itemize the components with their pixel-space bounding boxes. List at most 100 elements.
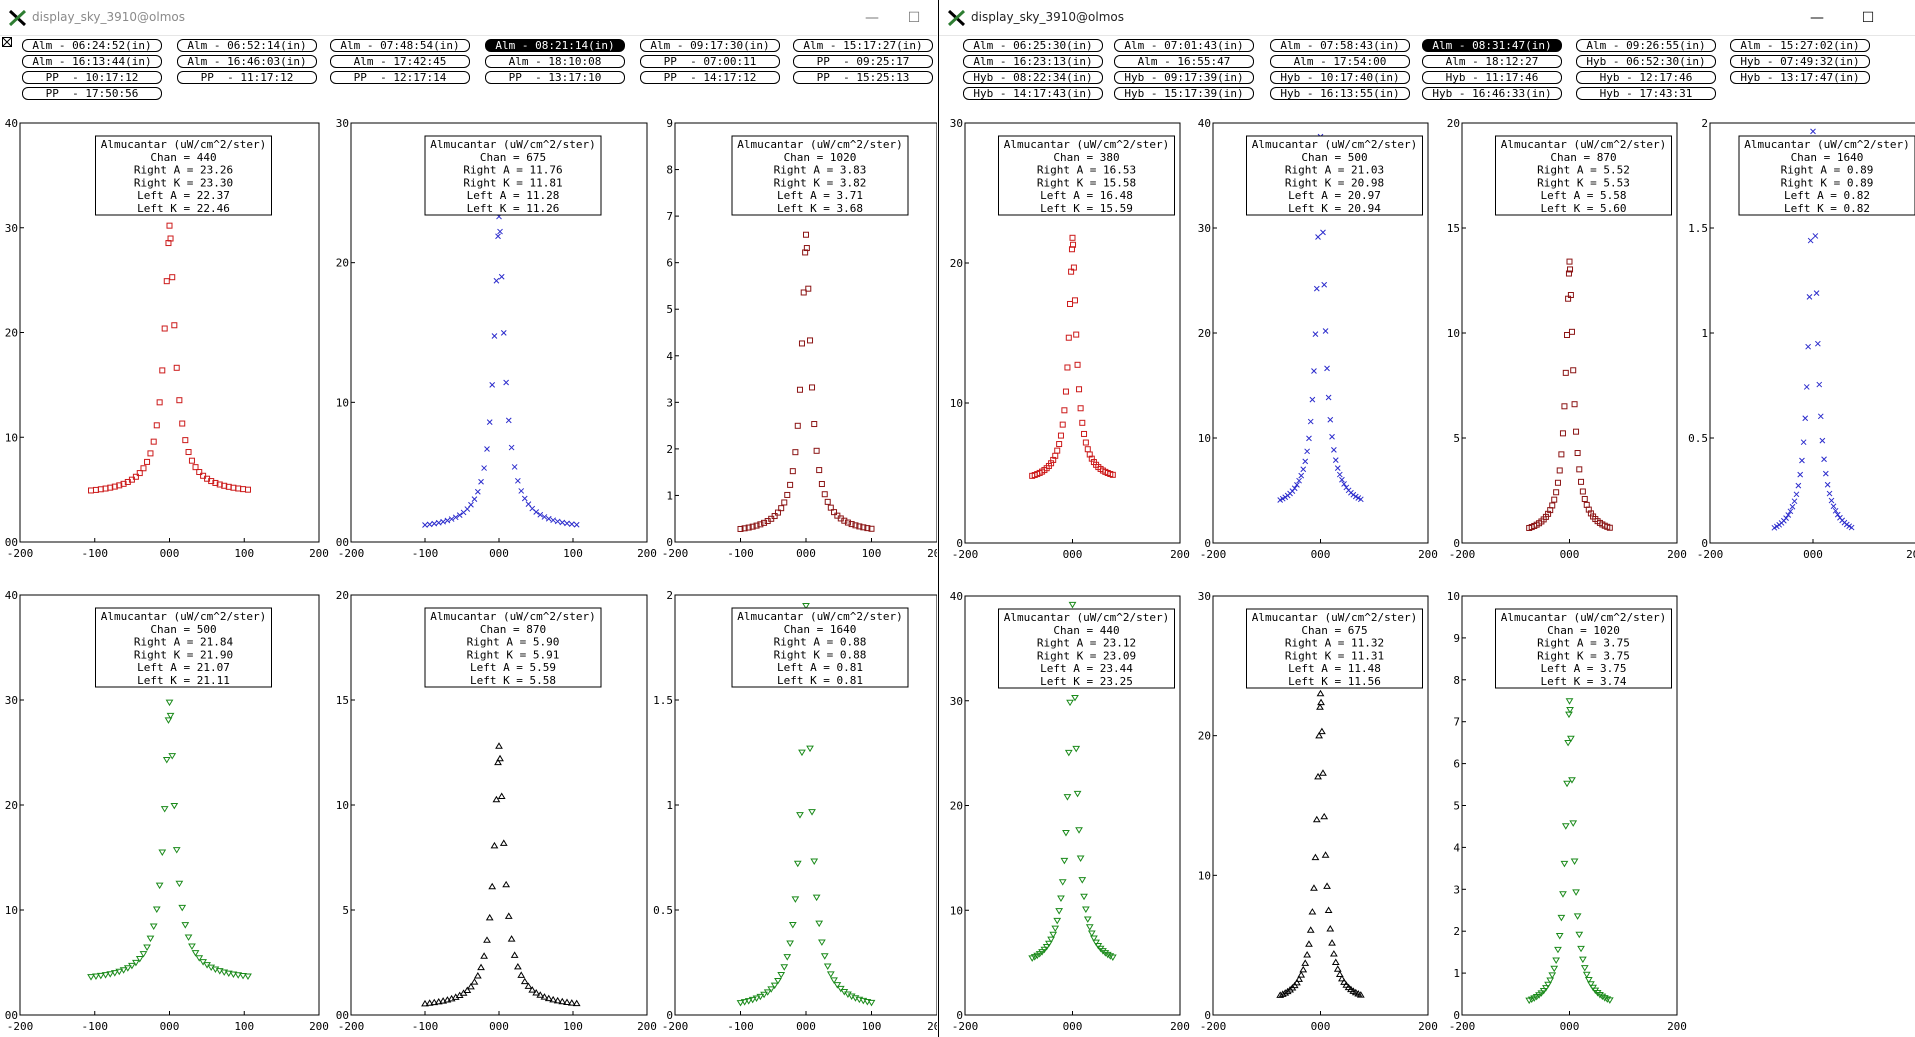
data-point (244, 486, 251, 493)
y-tick-label: 6 (1453, 758, 1460, 771)
data-point (1814, 340, 1821, 347)
time-button[interactable]: Alm - 16:46:03(in) (177, 55, 317, 68)
time-button[interactable]: Alm - 17:42:45 (330, 55, 470, 68)
data-point (1108, 954, 1117, 962)
data-point (1800, 439, 1807, 446)
time-button[interactable]: Alm - 07:58:43(in) (1270, 39, 1410, 52)
data-point (235, 485, 242, 492)
minimize-icon[interactable]: — (865, 10, 879, 26)
data-point (1071, 297, 1078, 304)
y-tick-label: 10 (1198, 432, 1211, 445)
data-point (1812, 233, 1819, 239)
time-button[interactable]: Alm - 09:17:30(in) (640, 39, 780, 52)
time-button[interactable]: Hyb - 16:46:33(in) (1422, 87, 1562, 100)
data-point (749, 523, 756, 530)
time-button[interactable]: PP - 10:17:12 (22, 71, 162, 84)
x-tick-label: 100 (563, 1020, 583, 1033)
chart-panel: 00 10 20 30 40 -200 -100 000 100 200 Almucantar (u… (5, 589, 329, 1033)
y-tick-label: 0 (956, 1009, 963, 1022)
time-button[interactable]: PP - 07:00:11 (640, 55, 780, 68)
data-point (1566, 707, 1574, 714)
data-point (1313, 285, 1320, 292)
data-point (827, 504, 834, 511)
data-point (1584, 977, 1593, 984)
maximize-icon[interactable]: ☐ (1861, 10, 1875, 26)
stats-line: Left K = 3.74 (1540, 675, 1626, 688)
stats-box (731, 135, 909, 216)
x-tick-label: -100 (412, 1020, 439, 1033)
data-point (831, 509, 838, 516)
data-point (521, 495, 528, 502)
time-button[interactable]: Alm - 08:21:14(in) (485, 39, 625, 52)
display-sky-window-right[interactable]: display_sky_3910@olmos — ☐ Alm - 06:25:3… (938, 0, 1915, 1037)
data-point (802, 603, 810, 610)
close-icon[interactable] (2, 37, 12, 47)
data-point (1578, 956, 1587, 964)
time-button[interactable]: PP - 11:17:12 (177, 71, 317, 84)
data-point (863, 998, 872, 1006)
y-tick-label: 9 (666, 117, 673, 130)
time-button[interactable]: Hyb - 11:17:46 (1422, 71, 1562, 84)
time-button[interactable]: Hyb - 14:17:43(in) (963, 87, 1103, 100)
data-point (176, 397, 183, 404)
time-button[interactable]: Hyb - 07:49:32(in) (1730, 55, 1870, 68)
data-point (820, 953, 829, 960)
data-point (239, 972, 247, 980)
time-button[interactable]: Hyb - 10:17:40(in) (1270, 71, 1410, 84)
time-button[interactable]: Hyb - 16:13:55(in) (1270, 87, 1410, 100)
time-button[interactable]: Alm - 08:31:47(in) (1422, 39, 1562, 52)
data-point (1290, 981, 1299, 989)
time-button[interactable]: Alm - 18:12:27 (1422, 55, 1562, 68)
time-button[interactable]: Alm - 09:26:55(in) (1576, 39, 1716, 52)
y-tick-label: 10 (1447, 327, 1460, 340)
time-button[interactable]: Hyb - 09:17:39(in) (1114, 71, 1254, 84)
time-button[interactable]: Alm - 15:17:27(in) (793, 39, 933, 52)
time-button[interactable]: Alm - 15:27:02(in) (1730, 39, 1870, 52)
time-button[interactable]: Hyb - 13:17:47(in) (1730, 71, 1870, 84)
time-button[interactable]: Hyb - 15:17:39(in) (1114, 87, 1254, 100)
data-point (1076, 386, 1083, 393)
time-button[interactable]: PP - 12:17:14 (330, 71, 470, 84)
data-point (146, 935, 155, 943)
time-button[interactable]: Alm - 06:24:52(in) (22, 39, 162, 52)
time-button[interactable]: Alm - 16:23:13(in) (963, 55, 1103, 68)
time-button[interactable]: Alm - 06:25:30(in) (963, 39, 1103, 52)
time-button[interactable]: Hyb - 06:52:30(in) (1576, 55, 1716, 68)
title-bar[interactable]: display_sky_3910@olmos — ☐ (939, 0, 1915, 36)
data-point (537, 511, 544, 518)
data-point (470, 978, 479, 985)
data-point (162, 756, 171, 764)
stats-line: Right K = 23.30 (134, 176, 233, 189)
stats-box (1495, 135, 1672, 216)
time-button[interactable]: Alm - 07:48:54(in) (330, 39, 470, 52)
data-point (196, 469, 203, 476)
display-sky-window-left[interactable]: display_sky_3910@olmos — ☐ Alm - 06:24:5… (0, 0, 937, 1037)
time-button[interactable]: PP - 13:17:10 (485, 71, 625, 84)
time-button[interactable]: Alm - 06:52:14(in) (177, 39, 317, 52)
stats-line: Right A = 3.83 (774, 164, 867, 177)
minimize-icon[interactable]: — (1810, 10, 1824, 26)
time-button[interactable]: PP - 17:50:56 (22, 87, 162, 100)
time-button[interactable]: Alm - 18:10:08 (485, 55, 625, 68)
data-point (737, 525, 744, 532)
data-point (1307, 418, 1314, 425)
time-button[interactable]: Alm - 16:55:47 (1114, 55, 1254, 68)
maximize-icon[interactable]: ☐ (907, 10, 921, 26)
y-tick-label: 10 (1198, 869, 1211, 882)
chart-title: Almucantar (uW/cm^2/ster) (737, 138, 903, 151)
y-tick-label: 0 (1453, 537, 1460, 550)
time-button[interactable]: Hyb - 08:22:34(in) (963, 71, 1103, 84)
time-button[interactable]: PP - 09:25:17 (793, 55, 933, 68)
title-bar[interactable]: display_sky_3910@olmos — ☐ (0, 0, 937, 36)
data-point (1073, 790, 1082, 798)
time-button[interactable]: Alm - 16:13:44(in) (22, 55, 162, 68)
data-point (1565, 270, 1572, 277)
data-point (480, 952, 488, 959)
time-button[interactable]: Alm - 17:54:00 (1270, 55, 1410, 68)
time-button[interactable]: Alm - 07:01:43(in) (1114, 39, 1254, 52)
data-point (505, 417, 512, 424)
time-button[interactable]: PP - 14:17:12 (640, 71, 780, 84)
time-button[interactable]: Hyb - 12:17:46 (1576, 71, 1716, 84)
time-button[interactable]: Hyb - 17:43:31 (1576, 87, 1716, 100)
time-button[interactable]: PP - 15:25:13 (793, 71, 933, 84)
